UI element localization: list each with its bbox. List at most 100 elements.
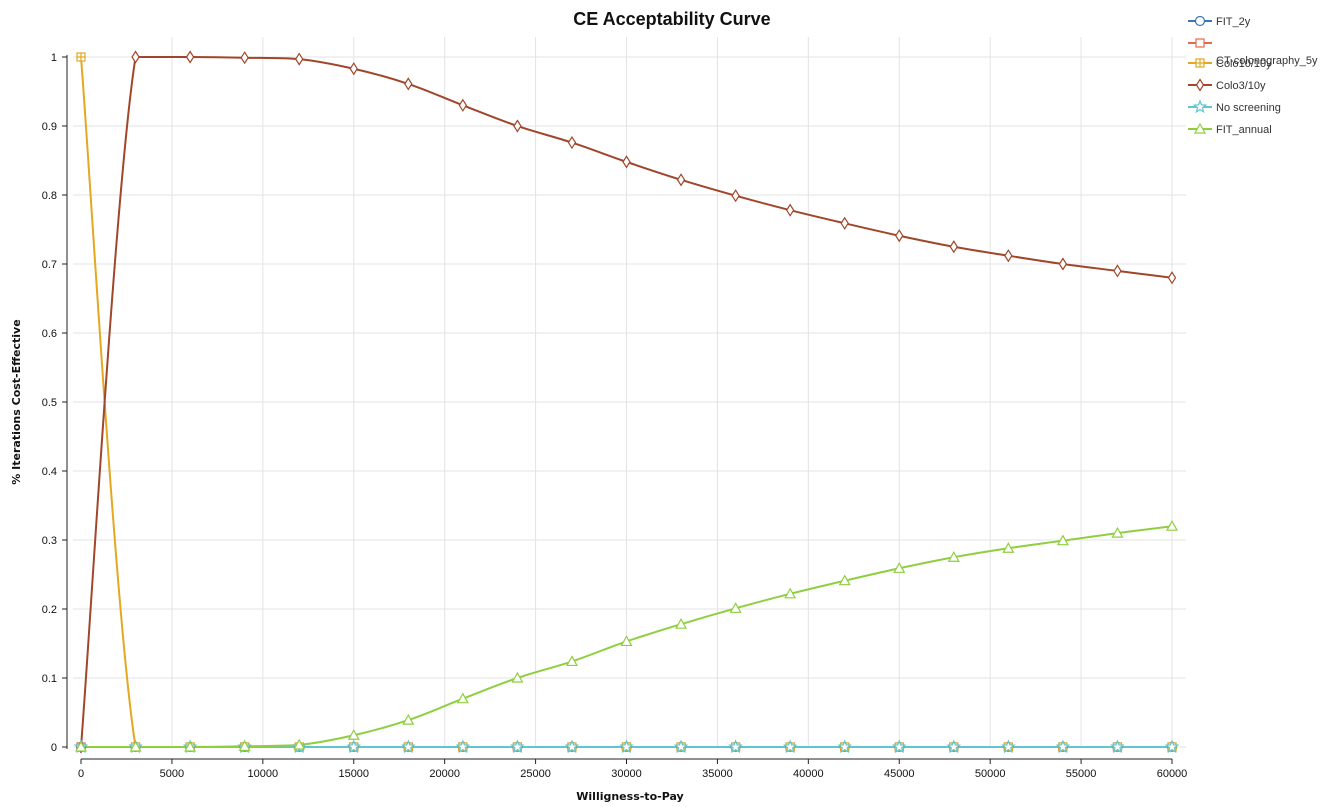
data-point bbox=[240, 51, 249, 65]
data-point bbox=[837, 739, 852, 754]
data-point bbox=[782, 739, 798, 754]
data-point bbox=[293, 738, 306, 750]
x-tick-label: 10000 bbox=[248, 768, 279, 780]
series-markers-5 bbox=[74, 519, 1179, 752]
legend-label: CT-colonography_5y bbox=[1216, 55, 1318, 67]
legend-swatch-marker bbox=[1194, 15, 1206, 27]
data-point bbox=[729, 602, 742, 613]
legend-swatch-marker bbox=[1195, 78, 1205, 92]
data-point bbox=[1002, 542, 1015, 553]
y-tick-label: 0.5 bbox=[42, 397, 57, 409]
data-point bbox=[76, 52, 86, 62]
x-tick-label: 60000 bbox=[1157, 768, 1188, 780]
data-point bbox=[511, 671, 524, 683]
legend-label: No screening bbox=[1216, 102, 1281, 114]
data-point bbox=[349, 62, 358, 76]
data-point bbox=[622, 155, 631, 169]
data-point bbox=[731, 189, 740, 203]
data-point bbox=[567, 135, 577, 150]
legend-item-4[interactable]: No screening bbox=[1188, 99, 1281, 114]
x-tick-label: 0 bbox=[78, 768, 84, 780]
data-point bbox=[1110, 739, 1125, 754]
data-point bbox=[565, 655, 578, 667]
legend-item-2[interactable]: Colo10/10y bbox=[1188, 58, 1272, 70]
data-point bbox=[1111, 526, 1124, 538]
data-point bbox=[895, 229, 904, 243]
x-tick-label: 35000 bbox=[702, 768, 733, 780]
marker-cross bbox=[1196, 59, 1204, 67]
data-point bbox=[1004, 249, 1013, 263]
y-axis-label: % Iterations Cost-Effective bbox=[10, 319, 23, 484]
data-point bbox=[1167, 271, 1177, 285]
data-point bbox=[513, 119, 522, 133]
data-point bbox=[675, 617, 688, 629]
data-point bbox=[673, 739, 689, 754]
y-tick-label: 0.2 bbox=[42, 604, 57, 616]
data-point bbox=[510, 739, 525, 754]
data-point bbox=[238, 740, 251, 751]
data-point bbox=[184, 740, 197, 752]
data-point bbox=[402, 713, 415, 725]
y-tick-label: 0.6 bbox=[42, 328, 57, 340]
series-layer bbox=[73, 50, 1180, 754]
data-point bbox=[946, 739, 962, 754]
x-tick-label: 40000 bbox=[793, 768, 824, 780]
data-point bbox=[1058, 257, 1068, 271]
data-point bbox=[1055, 739, 1071, 754]
data-point bbox=[346, 739, 362, 754]
data-point bbox=[785, 203, 795, 217]
x-tick-label: 15000 bbox=[338, 768, 369, 780]
data-point bbox=[893, 562, 906, 573]
legend-item-3[interactable]: Colo3/10y bbox=[1188, 78, 1266, 93]
y-tick-label: 0.3 bbox=[42, 535, 57, 547]
data-point bbox=[947, 551, 960, 562]
data-point bbox=[564, 739, 580, 754]
y-tick-label: 0 bbox=[51, 742, 57, 754]
data-point bbox=[619, 739, 634, 754]
data-point bbox=[728, 739, 743, 754]
data-point bbox=[347, 729, 360, 740]
data-point bbox=[74, 740, 88, 752]
legend-label: FIT_2y bbox=[1216, 16, 1251, 28]
legend-item-5[interactable]: FIT_annual bbox=[1188, 122, 1272, 136]
x-tick-label: 55000 bbox=[1066, 768, 1097, 780]
data-point bbox=[404, 77, 413, 91]
x-tick-label: 20000 bbox=[429, 768, 460, 780]
marker-cross bbox=[77, 53, 85, 61]
y-tick-label: 0.4 bbox=[42, 466, 57, 478]
data-point bbox=[1001, 739, 1016, 754]
y-tick-label: 0.1 bbox=[42, 673, 57, 685]
x-tick-label: 50000 bbox=[975, 768, 1006, 780]
data-point bbox=[131, 50, 140, 64]
data-point bbox=[1056, 534, 1069, 546]
data-point bbox=[129, 740, 142, 752]
x-tick-label: 30000 bbox=[611, 768, 642, 780]
data-point bbox=[185, 50, 195, 64]
data-point bbox=[840, 216, 849, 230]
data-point bbox=[458, 98, 468, 112]
data-point bbox=[620, 635, 633, 647]
data-point bbox=[456, 692, 469, 704]
series-markers-3 bbox=[76, 50, 1177, 754]
data-point bbox=[294, 52, 304, 66]
data-point bbox=[401, 739, 416, 754]
chart-title: CE Acceptability Curve bbox=[573, 9, 770, 29]
data-point bbox=[1165, 519, 1179, 531]
legend-swatch-marker bbox=[1195, 38, 1205, 48]
legend-item-1[interactable]: CT-colonography_5y bbox=[1188, 38, 1318, 67]
x-tick-label: 45000 bbox=[884, 768, 915, 780]
legend-swatch-marker bbox=[1195, 58, 1205, 68]
legend-item-0[interactable]: FIT_2y bbox=[1188, 15, 1251, 28]
data-point bbox=[891, 739, 907, 754]
data-point bbox=[1113, 264, 1122, 278]
y-tick-label: 0.9 bbox=[42, 121, 57, 133]
x-tick-label: 25000 bbox=[520, 768, 551, 780]
data-point bbox=[838, 574, 851, 586]
axes: 0 5000 10000 15000 20000 25000 30000 35000 40000… bbox=[42, 52, 1188, 780]
data-point bbox=[784, 587, 797, 599]
data-point bbox=[1164, 739, 1180, 754]
y-tick-label: 0.8 bbox=[42, 190, 57, 202]
legend-label: Colo10/10y bbox=[1216, 58, 1272, 70]
legend-swatch-marker bbox=[1192, 99, 1208, 114]
